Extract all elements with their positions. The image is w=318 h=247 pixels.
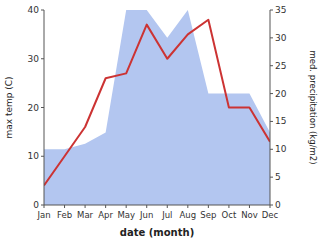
y-tick-label: 0 (33, 200, 39, 210)
y-tick-label: 10 (28, 151, 40, 161)
x-tick-label: Aug (180, 210, 197, 220)
y2-tick-label: 10 (275, 144, 287, 154)
y2-tick-label: 35 (275, 5, 286, 15)
y2-tick-label: 0 (275, 200, 281, 210)
y2-axis-label: med. precipitation (kg/m2) (308, 50, 318, 164)
precipitation-area (44, 10, 270, 205)
y2-tick-label: 15 (275, 116, 286, 126)
chart: 0 10 20 30 40 0 5 10 15 20 25 30 35 Jan Feb Mar Apr May Ju… (0, 0, 318, 247)
x-tick-label: Jun (139, 210, 153, 220)
y-tick (41, 58, 44, 59)
y2-tick (270, 149, 273, 150)
y2-tick (270, 65, 273, 66)
y-tick (41, 107, 44, 108)
y-tick-label: 40 (28, 5, 40, 15)
y2-tick (270, 177, 273, 178)
y2-tick-label: 20 (275, 89, 287, 99)
x-tick (228, 205, 229, 208)
y-axis-label: max temp (C) (4, 76, 14, 138)
x-axis (44, 205, 270, 206)
y-tick (41, 156, 44, 157)
x-tick (270, 205, 271, 208)
x-tick-label: Jul (161, 210, 172, 220)
x-tick-label: Feb (57, 210, 72, 220)
x-tick-label: Nov (241, 210, 258, 220)
x-tick (146, 205, 147, 208)
y-tick-label: 30 (28, 54, 40, 64)
y2-tick-label: 30 (275, 33, 287, 43)
y-tick-label: 20 (28, 103, 40, 113)
x-tick (167, 205, 168, 208)
x-tick-label: Sep (200, 210, 216, 220)
x-tick (126, 205, 127, 208)
y2-axis (270, 10, 271, 205)
x-axis-label: date (month) (120, 227, 194, 238)
y2-tick (270, 121, 273, 122)
x-tick-label: May (117, 210, 135, 220)
x-tick (85, 205, 86, 208)
x-tick-label: Mar (77, 210, 94, 220)
x-tick-label: Jan (36, 210, 50, 220)
x-tick (64, 205, 65, 208)
x-tick-label: Apr (98, 210, 113, 220)
x-tick (208, 205, 209, 208)
y2-tick (270, 93, 273, 94)
y-tick (41, 10, 44, 11)
y2-tick (270, 37, 273, 38)
x-tick (105, 205, 106, 208)
y2-tick-label: 5 (275, 172, 281, 182)
x-tick (249, 205, 250, 208)
plot-area (44, 10, 270, 205)
y2-tick-label: 25 (275, 61, 286, 71)
x-tick-label: Oct (222, 210, 237, 220)
x-tick (187, 205, 188, 208)
x-tick-label: Dec (262, 210, 279, 220)
y2-tick (270, 10, 273, 11)
x-tick (44, 205, 45, 208)
temperature-line (44, 20, 270, 186)
